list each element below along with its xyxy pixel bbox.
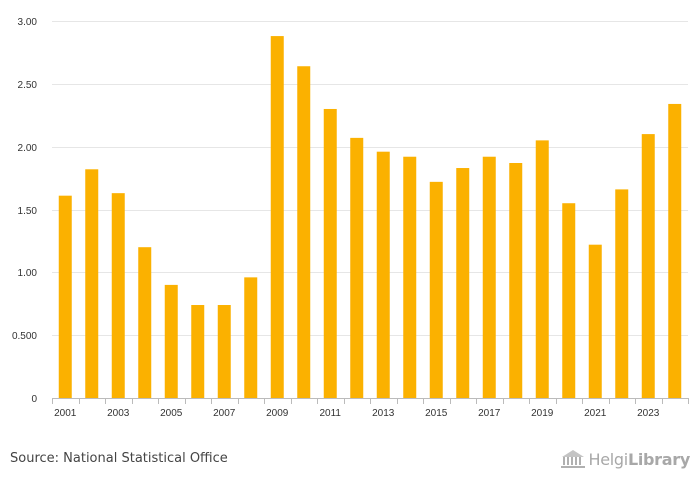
brand-name: Library: [627, 449, 690, 469]
x-tick-label: 2023: [637, 408, 660, 419]
x-tick-label: 2013: [372, 408, 395, 419]
x-tick-label: 2019: [531, 408, 554, 419]
x-tick-label: 2007: [213, 408, 236, 419]
bar-2009[interactable]: [270, 36, 284, 398]
bar-2008[interactable]: [244, 277, 258, 398]
source-note: Source: National Statistical Office: [10, 451, 228, 466]
chart-footer: Source: National Statistical Office Helg…: [0, 440, 700, 483]
bar-2024[interactable]: [668, 103, 682, 398]
y-tick-label: 2.50: [18, 80, 38, 91]
y-tick-label: 1.50: [18, 206, 38, 217]
bar-2019[interactable]: [535, 140, 549, 398]
bar-2015[interactable]: [429, 181, 443, 398]
bar-2021[interactable]: [588, 244, 602, 398]
bar-2006[interactable]: [191, 305, 205, 398]
library-building-icon: [560, 450, 585, 468]
x-tick-label: 2021: [584, 408, 607, 419]
brand-prefix: Helgi: [588, 449, 629, 469]
x-tick-label: 2017: [478, 408, 501, 419]
bar-2011[interactable]: [323, 108, 337, 398]
x-tick-label: 2005: [160, 408, 183, 419]
x-tick-label: 2003: [107, 408, 130, 419]
x-axis-labels: 2001 2003 2005 2007 2009 2011 2013 2015 2017 2019…: [54, 408, 660, 419]
bar-2004[interactable]: [138, 247, 152, 398]
gridlines: [52, 21, 688, 336]
bar-2014[interactable]: [403, 156, 417, 398]
y-tick-label: 1.00: [18, 268, 38, 279]
y-axis-labels: 0 0.500 1.00 1.50 2.00 2.50 3.00: [12, 17, 37, 405]
x-tick-label: 2001: [54, 408, 77, 419]
y-tick-label: 0.500: [12, 331, 37, 342]
x-axis: [52, 398, 689, 404]
y-tick-label: 2.00: [18, 143, 38, 154]
x-tick-label: 2011: [319, 408, 341, 419]
y-tick-label: 3.00: [18, 17, 38, 28]
bar-2017[interactable]: [482, 156, 496, 398]
bar-2012[interactable]: [350, 137, 364, 398]
bar-2013[interactable]: [376, 151, 390, 398]
bar-2003[interactable]: [111, 193, 125, 398]
bars: [58, 36, 682, 399]
bar-2005[interactable]: [164, 284, 178, 398]
bar-2018[interactable]: [509, 163, 523, 398]
bar-2023[interactable]: [641, 134, 655, 398]
bar-2022[interactable]: [615, 189, 629, 398]
helgilibrary-logo[interactable]: Helgi Library: [560, 448, 690, 470]
bar-2007[interactable]: [217, 305, 231, 398]
bar-2016[interactable]: [456, 168, 470, 398]
y-tick-label: 0: [31, 394, 37, 405]
bar-2002[interactable]: [85, 169, 99, 398]
bar-2020[interactable]: [562, 203, 576, 398]
bar-2001[interactable]: [58, 195, 72, 398]
x-tick-label: 2009: [266, 408, 289, 419]
x-tick-label: 2015: [425, 408, 448, 419]
bar-2010[interactable]: [297, 66, 311, 399]
